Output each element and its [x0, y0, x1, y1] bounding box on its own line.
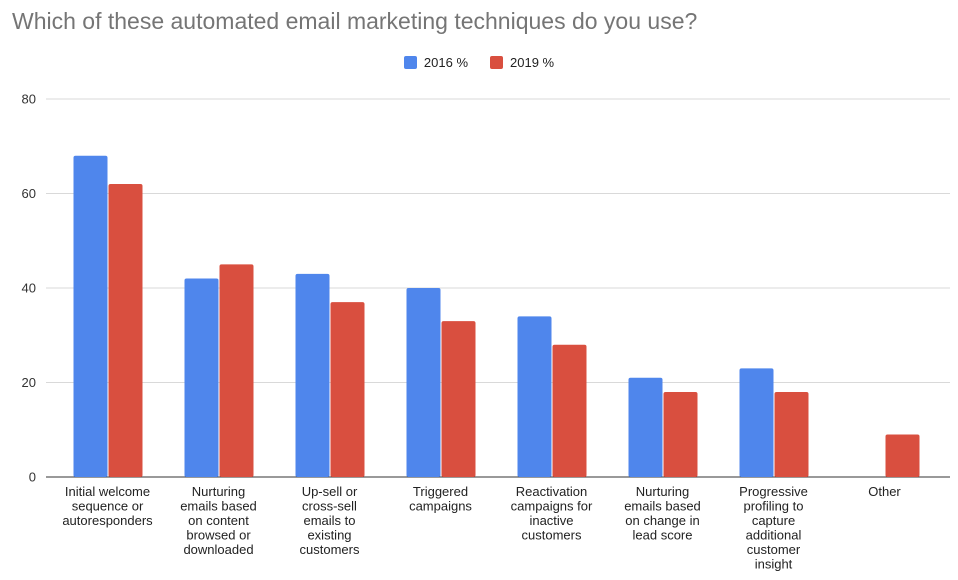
bar-2019-4 [552, 344, 587, 477]
legend-swatch-2019 [490, 56, 503, 69]
legend-label-2016: 2016 % [423, 55, 468, 70]
bar-2019-0 [108, 184, 143, 478]
bar-2016-1 [184, 278, 219, 477]
x-tick-label-3: Triggered campaigns [409, 484, 472, 514]
bar-2019-3 [441, 321, 476, 477]
chart-title: Which of these automated email marketing… [12, 8, 698, 34]
y-tick-label-60: 60 [22, 186, 36, 201]
y-tick-label-20: 20 [22, 375, 36, 390]
y-tick-label-80: 80 [22, 92, 36, 107]
legend-swatch-2016 [403, 56, 417, 69]
bar-2016-5 [628, 377, 663, 477]
x-tick-label-1: Nurturing emails based on content browsed o… [180, 484, 257, 557]
bar-2019-2 [330, 302, 365, 477]
bar-2016-0 [73, 155, 108, 477]
bar-2019-6 [774, 391, 809, 477]
x-tick-label-7: Other [868, 484, 901, 499]
y-tick-label-0: 0 [29, 470, 36, 485]
bar-2019-7 [885, 434, 920, 477]
bar-2016-3 [406, 288, 441, 477]
bar-2016-6 [739, 368, 774, 477]
x-tick-label-4: Reactivation campaigns for inactive custome… [511, 484, 593, 543]
x-tick-label-5: Nurturing emails based on change in lead sc… [624, 484, 701, 543]
bar-2019-5 [663, 391, 698, 477]
x-tick-label-6: Progressive profiling to capture additional… [739, 484, 808, 572]
chart-legend: 2016 % 2019 % [0, 55, 958, 70]
legend-label-2019: 2019 % [510, 55, 555, 70]
bar-2019-1 [219, 264, 254, 477]
x-tick-label-2: Up-sell or cross-sell emails to existing cus… [300, 484, 360, 557]
bar-2016-4 [517, 316, 552, 477]
bar-2016-2 [295, 273, 330, 477]
x-tick-label-0: Initial welcome sequence or autoresponders [62, 484, 153, 528]
legend-item-2016: 2016 % [403, 55, 468, 70]
legend-item-2019: 2019 % [490, 55, 554, 70]
y-tick-label-40: 40 [22, 281, 36, 296]
